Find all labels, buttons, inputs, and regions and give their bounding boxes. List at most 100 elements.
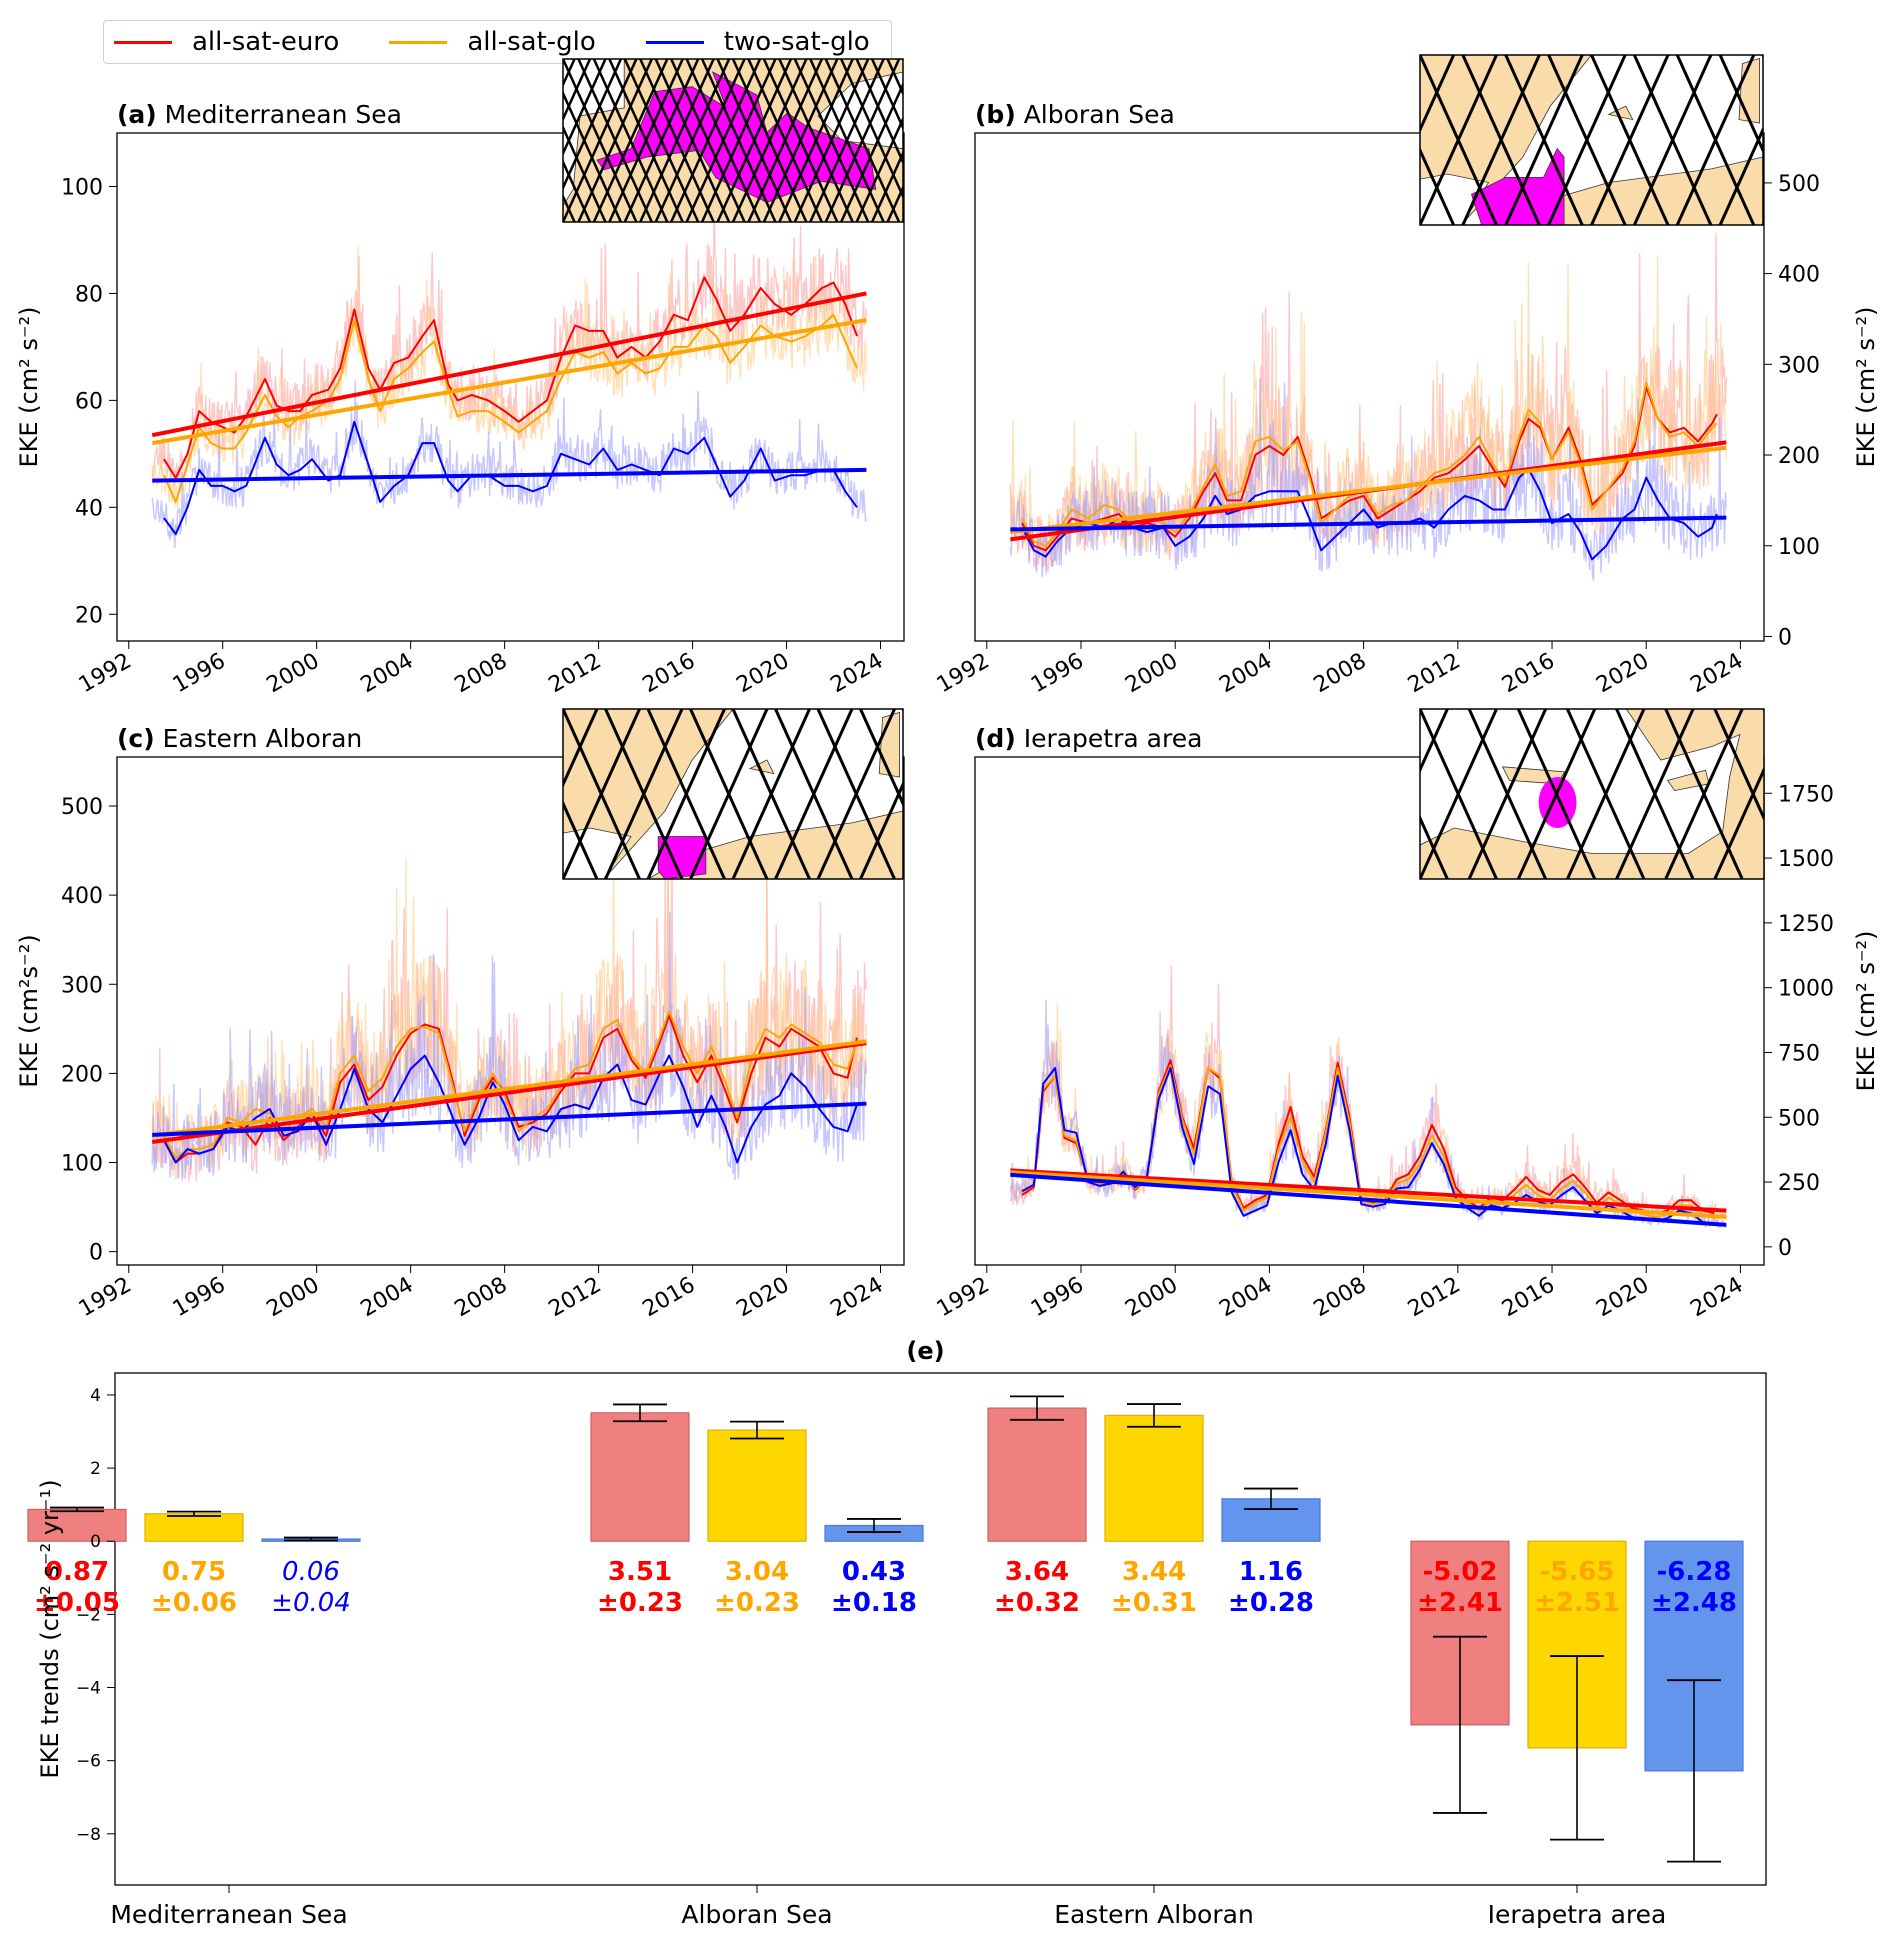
x-tick-label: 2004 (357, 649, 418, 699)
ground-track-descending (563, 59, 638, 222)
x-tick-label: 2020 (733, 1273, 794, 1323)
ground-track-ascending (1862, 709, 1892, 879)
y-tick-label: 1750 (1778, 782, 1834, 807)
y-tick-label: 100 (61, 175, 103, 200)
x-tick-label: 1992 (933, 649, 994, 699)
ground-track-descending (824, 59, 901, 222)
error-label: ±2.41 (1417, 1588, 1503, 1618)
trend-line-all-sat-glo (151, 1039, 867, 1138)
legend-swatch-all-sat-euro (114, 40, 172, 44)
y-tick-label: 100 (61, 1152, 103, 1177)
x-tick-label: 2024 (827, 649, 888, 699)
x-tick-label: 2008 (451, 649, 512, 699)
ground-track-descending (886, 184, 903, 222)
y-tick-label: −4 (76, 1679, 101, 1699)
smoothed-series-two-sat-glo (1021, 467, 1718, 561)
y-tick-label: 60 (75, 389, 103, 414)
ground-track-ascending (886, 59, 903, 97)
panel-name: Alboran Sea (1016, 100, 1175, 129)
inset-content (563, 59, 903, 222)
x-tick-label: 1996 (169, 1273, 230, 1323)
y-tick-label: −2 (76, 1605, 101, 1625)
x-tick-label: 2016 (1498, 649, 1559, 699)
plot-lines (151, 818, 868, 1182)
ground-track-descending (563, 59, 607, 157)
error-label: ±0.23 (597, 1588, 683, 1618)
ground-track-descending (563, 59, 623, 191)
y-tick-label: 0 (90, 1532, 101, 1552)
ground-track-ascending (870, 59, 903, 131)
y-tick-label: 750 (1778, 1041, 1820, 1066)
ground-track-descending (1461, 55, 1541, 225)
x-tick-label: 2004 (1215, 1273, 1276, 1323)
legend-swatch-all-sat-glo (389, 40, 448, 44)
ground-track-descending (1420, 709, 1498, 879)
ground-track-descending (670, 59, 746, 222)
y-tick-label: 80 (75, 282, 103, 307)
trend-line-two-sat-glo (152, 1101, 867, 1137)
panel-d: 1992 1996 2000 2004 2008 2012 2016 2020 2024 0 250… (933, 708, 1892, 1323)
error-label: ±0.32 (994, 1588, 1080, 1618)
y-tick-label: 400 (61, 884, 103, 909)
y-tick-label: 500 (1778, 1106, 1820, 1131)
ground-track-descending (1718, 126, 1763, 225)
ground-track-descending (859, 780, 903, 879)
smoothed-series-all-sat-euro (163, 276, 858, 479)
x-tick-label: 2008 (451, 1273, 512, 1323)
x-tick-label: Eastern Alboran (1054, 1900, 1254, 1929)
x-tick-label: 2008 (1310, 1273, 1371, 1323)
chart-legend: all-sat-euro all-sat-glo two-sat-glo (103, 20, 892, 64)
inset-map (562, 708, 904, 880)
x-tick-label: 2000 (263, 649, 324, 699)
value-label: 0.87 (45, 1557, 109, 1587)
y-axis-label: EKE (cm² s⁻²) (15, 306, 43, 467)
ground-track-descending (1516, 709, 1597, 879)
y-axis-label: EKE (cm²s⁻²) (15, 934, 43, 1087)
y-tick-label: 300 (61, 973, 103, 998)
x-tick-label: 2020 (1592, 1273, 1653, 1323)
axes-frame (116, 132, 905, 642)
ground-track-ascending (901, 709, 903, 713)
axes-frame (114, 1372, 1767, 1886)
inset-frame (1419, 54, 1764, 226)
x-tick-label: 2024 (1686, 1273, 1747, 1323)
ground-track-descending (1633, 55, 1713, 225)
legend-label: two-sat-glo (723, 27, 870, 57)
value-label: 3.44 (1122, 1557, 1186, 1587)
x-tick-label: 2012 (545, 1273, 606, 1323)
error-label: ±0.04 (271, 1588, 351, 1618)
ground-track-descending (855, 115, 903, 222)
value-label: 3.04 (725, 1557, 789, 1587)
ground-track-descending (592, 59, 669, 222)
trend-line-all-sat-glo (151, 318, 867, 446)
plot-lines (1009, 965, 1727, 1229)
y-tick-label: 2 (90, 1459, 101, 1479)
ground-track-descending (731, 59, 808, 222)
x-tick-label: 1992 (933, 1273, 994, 1323)
x-tick-label: 2016 (639, 1273, 700, 1323)
value-label: -5.65 (1540, 1557, 1615, 1587)
panel-title: (e) (906, 1337, 944, 1365)
ground-track-descending (646, 709, 726, 879)
ground-track-descending (1862, 709, 1892, 879)
trend-line-all-sat-euro (1010, 1168, 1727, 1213)
ground-track-ascending (1761, 55, 1763, 59)
y-tick-label: 300 (1778, 353, 1820, 378)
x-tick-label: Mediterranean Sea (110, 1900, 347, 1929)
ground-track-descending (1467, 709, 1548, 879)
y-tick-label: 20 (75, 603, 103, 628)
y-tick-label: 400 (1778, 263, 1820, 288)
ground-track-descending (1590, 55, 1670, 225)
panel-letter: (c) (117, 724, 155, 753)
y-tick-label: 200 (1778, 444, 1820, 469)
panel-name: Ierapetra area (1016, 724, 1203, 753)
panel-name: Mediterranean Sea (157, 100, 402, 129)
plot-lines (151, 195, 868, 548)
x-tick-label: 2016 (639, 649, 700, 699)
ground-track-descending (1664, 709, 1744, 879)
panel-title: (b) Alboran Sea (975, 100, 1175, 129)
value-label: 0.43 (842, 1557, 906, 1587)
y-tick-label: 4 (90, 1386, 101, 1406)
y-tick-label: 0 (1778, 625, 1792, 650)
y-tick-label: 1500 (1778, 847, 1834, 872)
